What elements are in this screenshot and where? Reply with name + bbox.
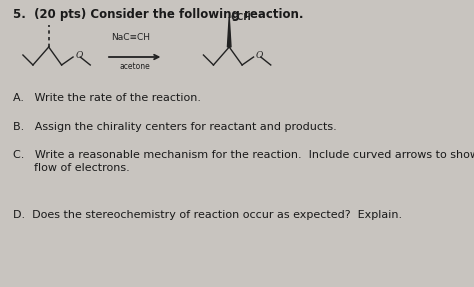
Text: A.   Write the rate of the reaction.: A. Write the rate of the reaction. (13, 93, 201, 103)
Text: C.   Write a reasonable mechanism for the reaction.  Include curved arrows to sh: C. Write a reasonable mechanism for the … (13, 150, 474, 160)
Polygon shape (228, 17, 231, 47)
Text: B.   Assign the chirality centers for reactant and products.: B. Assign the chirality centers for reac… (13, 122, 337, 132)
Text: 5.  (20 pts) Consider the following reaction.: 5. (20 pts) Consider the following react… (13, 8, 303, 21)
Text: NaC≡CH: NaC≡CH (111, 33, 151, 42)
Text: O: O (255, 51, 263, 59)
Text: O: O (75, 51, 82, 59)
Text: D.  Does the stereochemistry of reaction occur as expected?  Explain.: D. Does the stereochemistry of reaction … (13, 210, 402, 220)
Text: acetone: acetone (119, 62, 150, 71)
Text: flow of electrons.: flow of electrons. (13, 163, 130, 173)
Text: CCH: CCH (231, 13, 252, 22)
